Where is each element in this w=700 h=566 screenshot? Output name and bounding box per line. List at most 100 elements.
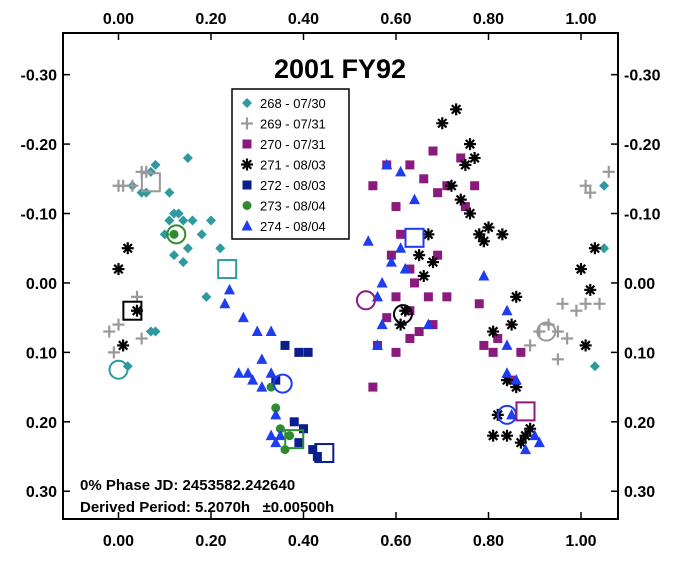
y-tick-label-left: -0.10 — [21, 207, 58, 224]
data-point-series-2 — [386, 250, 396, 260]
data-point-series-2 — [428, 146, 438, 156]
data-point-series-3 — [112, 263, 125, 276]
data-point-series-1 — [103, 325, 116, 338]
data-point-series-3 — [464, 207, 476, 220]
data-point-series-1 — [107, 346, 120, 359]
data-point-series-6 — [237, 311, 249, 323]
data-point-series-2 — [433, 188, 443, 198]
data-point-series-1 — [524, 339, 537, 352]
data-point-series-2 — [368, 382, 378, 392]
data-point-series-6 — [224, 283, 235, 295]
data-point-series-6 — [529, 429, 541, 441]
highlight-rings — [108, 172, 557, 464]
data-point-series-3 — [487, 325, 500, 338]
highlight-ring-circle — [166, 224, 187, 245]
highlight-ring-square — [404, 227, 425, 248]
data-point-series-3 — [482, 221, 495, 234]
data-point-series-1 — [593, 297, 606, 310]
data-point-series-2 — [470, 181, 480, 191]
legend-marker-0 — [242, 98, 252, 108]
data-point-series-1 — [126, 179, 139, 192]
data-point-series-6 — [242, 367, 254, 378]
data-point-series-0 — [589, 361, 600, 372]
y-tick-label-left: 0.30 — [26, 484, 57, 501]
data-point-series-3 — [514, 436, 527, 449]
y-tick-label-left: 0.20 — [26, 415, 57, 432]
highlight-ring-square — [217, 259, 238, 280]
highlight-ring-square — [284, 429, 305, 450]
data-point-series-6 — [219, 297, 231, 309]
x-tick-label-bottom: 0.60 — [380, 533, 411, 550]
legend-marker-2 — [242, 139, 252, 149]
data-point-series-3 — [117, 339, 130, 352]
data-point-series-2 — [382, 313, 392, 323]
data-point-series-1 — [584, 186, 597, 199]
data-point-series-2 — [405, 333, 415, 343]
highlight-ring-square — [314, 443, 335, 464]
data-point-series-6 — [478, 270, 490, 281]
data-point-series-2 — [410, 278, 419, 288]
data-point-series-3 — [121, 242, 134, 255]
legend-items: 268 - 07/30 269 - 07/31 270 - 07/31 271 - 0… — [241, 96, 326, 234]
data-point-series-0 — [164, 187, 175, 198]
data-point-series-3 — [468, 151, 481, 164]
data-point-series-6 — [233, 367, 245, 378]
data-point-series-2 — [460, 202, 470, 212]
legend-label-5: 273 - 08/04 — [260, 199, 326, 214]
data-point-series-6 — [376, 318, 388, 330]
chart-title: 2001 FY92 — [274, 54, 406, 84]
data-point-series-3 — [477, 235, 490, 248]
legend-label-3: 271 - 08/03 — [260, 158, 326, 173]
highlight-ring-circle — [392, 304, 413, 325]
data-point-series-6 — [510, 374, 522, 385]
data-point-series-0 — [599, 243, 610, 254]
data-point-series-6 — [362, 235, 374, 246]
data-point-series-0 — [599, 180, 610, 191]
data-point-series-4 — [289, 417, 299, 427]
y-tick-label-left: 0.10 — [26, 345, 57, 362]
data-point-series-2 — [516, 347, 526, 357]
data-point-series-1 — [570, 304, 583, 317]
data-point-series-3 — [413, 249, 426, 262]
data-point-series-3 — [454, 193, 467, 206]
data-point-series-3 — [588, 242, 601, 255]
x-tick-label-top: 0.80 — [473, 11, 504, 28]
data-point-series-6 — [422, 318, 434, 330]
data-point-series-0 — [187, 215, 198, 226]
data-point-series-5 — [169, 229, 179, 239]
data-point-series-4 — [280, 340, 290, 350]
data-point-series-6 — [409, 193, 420, 205]
legend-marker-5 — [242, 201, 252, 210]
x-tick-label-bottom: 0.40 — [288, 533, 319, 550]
highlight-ring-circle — [355, 290, 376, 311]
data-point-series-0 — [178, 215, 189, 226]
data-point-series-0 — [178, 257, 189, 268]
data-point-series-6 — [506, 408, 518, 420]
highlight-ring-circle — [536, 321, 557, 342]
data-point-series-0 — [150, 159, 161, 170]
period-annotation: Derived Period: 5.2070h ±0.00500h — [80, 499, 334, 516]
y-tick-label-right: 0.00 — [624, 276, 655, 293]
data-point-series-4 — [271, 375, 281, 385]
data-point-series-0 — [196, 229, 207, 240]
highlight-ring-circle — [108, 359, 129, 380]
data-point-series-2 — [428, 320, 438, 330]
data-point-series-0 — [182, 243, 193, 254]
data-point-series-6 — [247, 374, 259, 385]
data-point-series-3 — [417, 270, 430, 282]
x-tick-label-bottom: 0.80 — [473, 533, 504, 550]
data-point-series-6 — [270, 436, 282, 448]
y-tick-label-right: -0.10 — [624, 207, 661, 224]
y-tick-label-right: 0.30 — [624, 484, 655, 501]
data-point-series-2 — [419, 174, 429, 184]
data-point-series-2 — [488, 347, 498, 357]
data-point-series-3 — [510, 290, 523, 303]
data-point-series-2 — [456, 153, 466, 163]
data-point-series-5 — [271, 403, 281, 413]
data-point-series-6 — [372, 339, 383, 350]
data-point-series-4 — [312, 452, 322, 462]
data-point-series-0 — [206, 215, 216, 226]
data-point-series-6 — [265, 367, 277, 378]
